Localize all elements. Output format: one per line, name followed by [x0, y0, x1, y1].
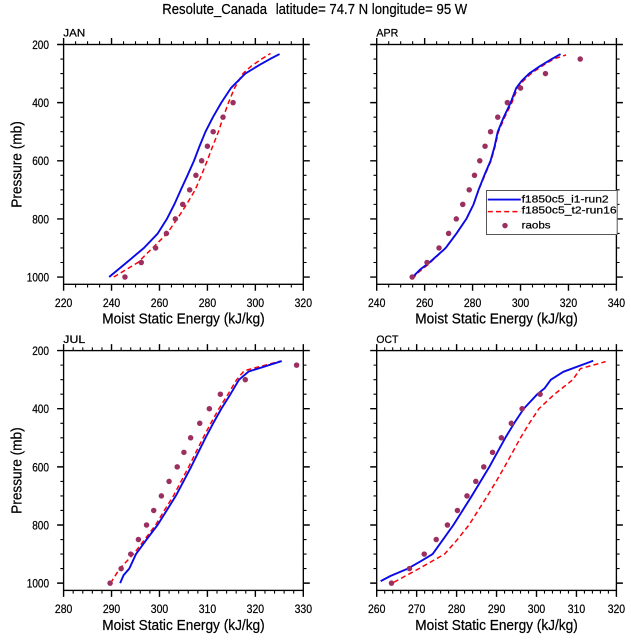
svg-text:320: 320: [247, 602, 265, 616]
svg-text:400: 400: [32, 402, 49, 416]
svg-text:400: 400: [32, 96, 49, 110]
svg-text:270: 270: [408, 602, 426, 616]
svg-text:f1850c5_i1-run2: f1850c5_i1-run2: [522, 195, 609, 206]
svg-text:320: 320: [608, 602, 626, 616]
svg-text:Pressure (mb): Pressure (mb): [9, 121, 25, 208]
svg-text:latitude= 74.7 N longitude= 95: latitude= 74.7 N longitude= 95 W: [276, 1, 468, 18]
svg-text:Moist Static Energy (kJ/kg): Moist Static Energy (kJ/kg): [415, 312, 578, 328]
svg-text:310: 310: [568, 602, 586, 616]
svg-text:340: 340: [608, 296, 626, 310]
svg-text:300: 300: [512, 296, 530, 310]
svg-text:800: 800: [32, 518, 49, 532]
svg-text:240: 240: [103, 296, 121, 310]
svg-text:280: 280: [55, 602, 73, 616]
svg-text:290: 290: [103, 602, 121, 616]
svg-text:260: 260: [151, 296, 169, 310]
svg-text:300: 300: [151, 602, 169, 616]
svg-text:260: 260: [416, 296, 434, 310]
svg-text:f1850c5_t2-run16: f1850c5_t2-run16: [522, 206, 617, 217]
svg-text:310: 310: [199, 602, 217, 616]
svg-text:220: 220: [55, 296, 73, 310]
svg-text:290: 290: [488, 602, 506, 616]
svg-text:330: 330: [295, 602, 313, 616]
svg-text:APR: APR: [376, 28, 398, 40]
svg-text:280: 280: [448, 602, 466, 616]
svg-text:240: 240: [368, 296, 386, 310]
svg-text:800: 800: [32, 212, 49, 226]
svg-text:600: 600: [32, 460, 49, 474]
svg-text:600: 600: [32, 154, 49, 168]
svg-text:Resolute_Canada: Resolute_Canada: [162, 1, 267, 18]
svg-text:JAN: JAN: [63, 28, 85, 40]
svg-text:Moist Static Energy (kJ/kg): Moist Static Energy (kJ/kg): [102, 312, 265, 328]
svg-text:320: 320: [295, 296, 313, 310]
svg-text:Pressure (mb): Pressure (mb): [9, 427, 25, 514]
svg-text:280: 280: [464, 296, 482, 310]
svg-text:320: 320: [560, 296, 578, 310]
svg-text:260: 260: [368, 602, 386, 616]
svg-text:1000: 1000: [27, 577, 49, 591]
svg-text:200: 200: [32, 344, 49, 358]
svg-text:raobs: raobs: [522, 221, 551, 232]
svg-text:Moist Static Energy (kJ/kg): Moist Static Energy (kJ/kg): [415, 618, 578, 634]
svg-text:JUL: JUL: [63, 334, 85, 346]
svg-text:Moist Static Energy (kJ/kg): Moist Static Energy (kJ/kg): [102, 618, 265, 634]
svg-text:300: 300: [528, 602, 546, 616]
svg-text:280: 280: [199, 296, 217, 310]
svg-text:OCT: OCT: [376, 334, 398, 346]
svg-text:200: 200: [32, 38, 49, 52]
svg-text:1000: 1000: [27, 270, 49, 284]
svg-text:300: 300: [247, 296, 265, 310]
